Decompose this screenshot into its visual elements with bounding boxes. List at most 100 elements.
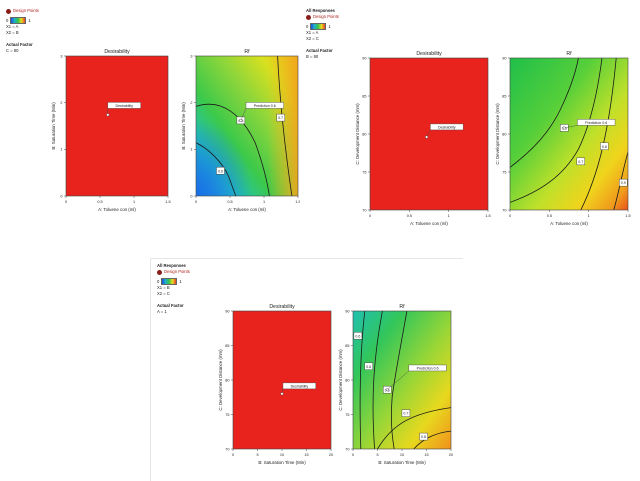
design-point-icon [157, 270, 162, 275]
legend-design-points: Design Points [157, 269, 190, 275]
rf-color-field [353, 311, 451, 449]
desirability-field [66, 56, 168, 196]
y-tick-label: 70 [362, 208, 366, 212]
y-tick-label: 70 [225, 447, 229, 451]
x-tick-label: 1.5 [625, 214, 630, 218]
x-tick-label: 5 [376, 453, 378, 457]
x-tick-label: 1 [133, 200, 135, 204]
contour-label: 0.8 [602, 145, 607, 149]
y-tick-label: 1 [60, 148, 62, 152]
colorbar-high: 1 [28, 18, 30, 24]
chart-title: Rf [399, 304, 405, 310]
contour-label: 0.6 [355, 334, 360, 338]
colorbar-low: 0 [157, 279, 159, 285]
desirability-field [370, 58, 488, 210]
x-tick-label: 1 [448, 214, 450, 218]
chart-title: Rf [244, 49, 250, 55]
chart-title: Rf [566, 51, 572, 57]
legend-design-points: Design Points [6, 8, 39, 14]
prediction-label: Desirability [291, 384, 309, 388]
prediction-point [240, 119, 243, 122]
rf-color-field [510, 58, 628, 210]
y-tick-label: 90 [502, 56, 506, 60]
x-tick-label: 0.5 [97, 200, 102, 204]
prediction-label: Prediction 0.6 [254, 104, 276, 108]
legend-x2: X2 = C [306, 36, 339, 42]
x-tick-label: 0 [195, 200, 197, 204]
x-tick-label: 1 [588, 214, 590, 218]
x-axis-label: B: Saturation Time (Min) [258, 460, 306, 465]
y-tick-label: 85 [345, 344, 349, 348]
x-axis-label: A: Toluene con (ml) [98, 207, 136, 212]
x-tick-label: 0.5 [227, 200, 232, 204]
y-tick-label: 90 [345, 309, 349, 313]
actual-factor-value: C = 80 [6, 48, 39, 54]
colorbar-high: 1 [328, 24, 330, 30]
y-axis-label: C: Development Distance (mm) [218, 349, 223, 411]
x-tick-label: 0 [369, 214, 371, 218]
y-tick-label: 90 [225, 309, 229, 313]
colorbar-gradient [310, 23, 326, 30]
prediction-point [281, 393, 284, 396]
y-tick-label: 75 [345, 413, 349, 417]
contour-label: 0.7 [403, 412, 408, 416]
contour-label: 0.7 [578, 160, 583, 164]
prediction-label: Desirability [115, 104, 133, 108]
y-axis-label: B: Saturation Time (Min) [51, 102, 56, 150]
legend-design-points-label: Design Points [313, 14, 339, 20]
y-tick-label: 0 [60, 194, 62, 198]
x-tick-label: 1 [263, 200, 265, 204]
x-tick-label: 0.5 [407, 214, 412, 218]
prediction-label: Desirability [438, 125, 456, 129]
actual-factor-value: B = 90 [306, 54, 339, 60]
y-tick-label: 80 [345, 378, 349, 382]
contour-label: 0.6 [366, 365, 371, 369]
y-tick-label: 3 [60, 54, 62, 58]
contour-label: 0.7 [278, 116, 283, 120]
x-tick-label: 0 [509, 214, 511, 218]
x-axis-label: B: Saturation Time (Min) [378, 460, 426, 465]
contour-label: 0.9 [621, 181, 626, 185]
actual-factor-value: A = 1 [157, 309, 190, 315]
y-tick-label: 1 [190, 148, 192, 152]
x-tick-label: 10 [400, 453, 404, 457]
x-axis-label: A: Toluene con (ml) [228, 207, 266, 212]
x-tick-label: 0.5 [547, 214, 552, 218]
legend-x2: X2 = C [157, 291, 190, 297]
prediction-point [107, 114, 110, 117]
x-tick-label: 5 [256, 453, 258, 457]
y-tick-label: 70 [345, 447, 349, 451]
y-tick-label: 85 [362, 94, 366, 98]
y-axis-label: B: Saturation Time (Min) [181, 102, 186, 150]
x-tick-label: 15 [424, 453, 428, 457]
prediction-point [386, 388, 389, 391]
y-tick-label: 90 [362, 56, 366, 60]
prediction-point [425, 136, 428, 139]
contour-label: 0.6 [218, 169, 223, 173]
legend-design-points-label: Design Points [13, 8, 39, 14]
colorbar-low: 0 [6, 18, 8, 24]
prediction-label: Prediction 0.6 [585, 121, 607, 125]
x-tick-label: 0 [232, 453, 234, 457]
design-point-icon [6, 9, 11, 14]
y-tick-label: 80 [225, 378, 229, 382]
x-tick-label: 1.5 [165, 200, 170, 204]
colorbar-gradient [10, 17, 26, 24]
legend-design-points: Design Points [306, 14, 339, 20]
y-tick-label: 75 [362, 170, 366, 174]
y-tick-label: 75 [225, 413, 229, 417]
chart-title: Desirability [416, 51, 442, 57]
